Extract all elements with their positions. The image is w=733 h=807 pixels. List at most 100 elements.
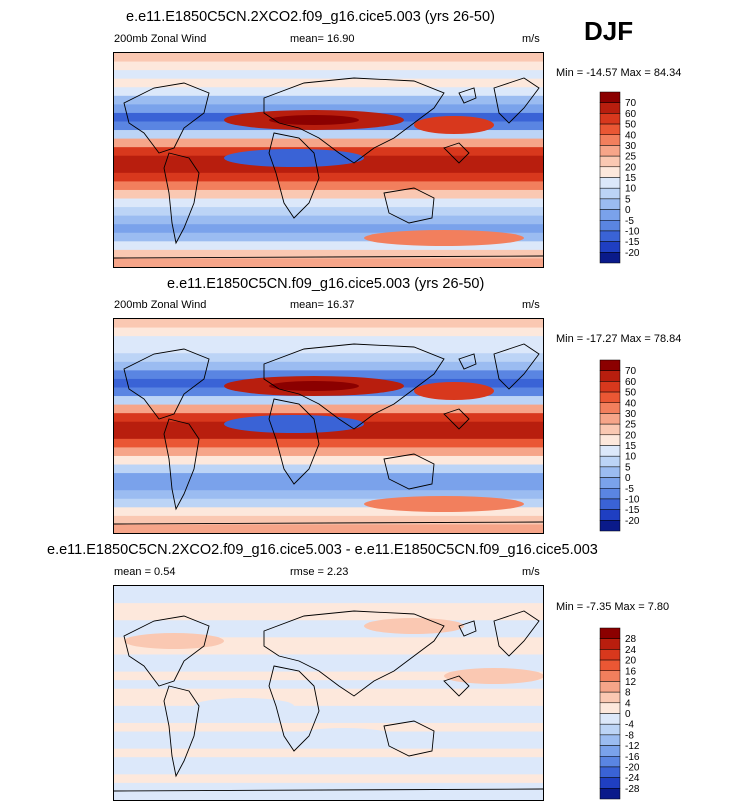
map-band (114, 198, 543, 208)
map-band (114, 455, 543, 466)
colorbar-tick-label: -4 (625, 720, 634, 731)
map-band (114, 791, 543, 800)
coastline (458, 353, 477, 370)
colorbar-tick-label: -5 (625, 484, 634, 495)
colorbar-tick-label: -20 (625, 516, 640, 527)
map-band (114, 490, 543, 500)
panel2-units-label: m/s (522, 299, 540, 311)
colorbar-box (599, 423, 621, 436)
panel3-title: e.e11.E1850C5CN.2XCO2.f09_g16.cice5.003 … (47, 542, 598, 558)
colorbar-tick-label: -16 (625, 752, 640, 763)
colorbar-tick-label: 15 (625, 441, 637, 452)
southern-jet (364, 230, 524, 246)
panel2-variable-label: 200mb Zonal Wind (114, 299, 207, 311)
colorbar-box (599, 766, 621, 778)
map-band (114, 740, 543, 750)
map-band (114, 172, 543, 182)
map-band (114, 78, 543, 88)
panel3-minmax-label: Min = -7.35 Max = 7.80 (556, 601, 670, 613)
colorbar-box (599, 402, 621, 414)
colorbar-tick-label: 30 (625, 141, 637, 152)
map-band (114, 498, 543, 508)
colorbar-tick-label: 0 (625, 473, 631, 484)
map-band (114, 181, 543, 191)
colorbar-box (599, 455, 621, 468)
map-band (114, 344, 543, 354)
panel2-mean-label: mean= 16.37 (290, 299, 355, 311)
coastline (493, 343, 540, 390)
panel1-map-plot (114, 53, 543, 267)
colorbar-tick-label: 16 (625, 666, 637, 677)
map-band (114, 645, 543, 656)
coastline (443, 408, 470, 430)
panel2-map (113, 318, 544, 534)
colorbar-tick-label: -10 (625, 226, 640, 237)
map-band (114, 396, 543, 406)
colorbar-tick-label: 4 (625, 698, 631, 709)
colorbar-box (599, 477, 621, 489)
coastline (114, 788, 543, 792)
map-band (114, 224, 543, 234)
coastline (268, 132, 320, 219)
season-label: DJF (584, 16, 634, 46)
map-band (114, 232, 543, 242)
colorbar-box (599, 102, 621, 114)
coastline (163, 685, 200, 778)
colorbar-tick-label: 5 (625, 194, 631, 205)
map-band (114, 671, 543, 681)
map-band (114, 515, 543, 526)
panel1-minmax-label: Min = -14.57 Max = 84.34 (556, 67, 682, 79)
colorbar-box (599, 659, 621, 672)
colorbar-box (599, 734, 621, 746)
map-band (114, 258, 543, 267)
map-band (114, 722, 543, 733)
colorbar-tick-label: 10 (625, 184, 637, 195)
colorbar-box (599, 187, 621, 200)
colorbar-box (599, 370, 621, 382)
anomaly-blob (194, 698, 294, 714)
colorbar-box (599, 638, 621, 650)
map-band (114, 473, 543, 483)
southern-jet (364, 496, 524, 512)
colorbar-box (599, 381, 621, 393)
map-band (114, 697, 543, 707)
coastline (123, 615, 210, 687)
map-band (114, 611, 543, 621)
map-band (114, 336, 543, 346)
panel1-units-label: m/s (522, 33, 540, 45)
map-band (114, 464, 543, 474)
map-band (114, 130, 543, 140)
jet-core (414, 116, 494, 134)
panel1-map (113, 52, 544, 268)
map-band (114, 654, 543, 664)
coastline (123, 348, 210, 420)
colorbar-tick-label: 5 (625, 462, 631, 473)
jet-core (414, 382, 494, 400)
map-band (114, 586, 543, 596)
coastline (114, 521, 543, 525)
coastline (263, 610, 445, 697)
colorbar-box (599, 756, 621, 768)
map-band (114, 620, 543, 630)
colorbar-tick-label: 50 (625, 388, 637, 399)
map-band (114, 748, 543, 758)
colorbar-box (599, 123, 621, 136)
colorbar-tick-label: 20 (625, 656, 637, 667)
colorbar-box (599, 220, 621, 232)
colorbar-tick-label: -28 (625, 784, 640, 795)
colorbar-tick-label: -20 (625, 248, 640, 259)
map-band (114, 241, 543, 251)
map-band (114, 524, 543, 533)
colorbar-tick-label: -12 (625, 741, 640, 752)
easterly-core (224, 149, 364, 167)
coastline (163, 152, 200, 245)
colorbar-box (599, 488, 621, 500)
map-band (114, 507, 543, 517)
colorbar-box (599, 509, 621, 521)
coastline (383, 720, 435, 757)
map-band (114, 249, 543, 260)
colorbar-tick-label: 24 (625, 645, 637, 656)
anomaly-blob (294, 728, 394, 744)
panel1-title: e.e11.E1850C5CN.2XCO2.f09_g16.cice5.003 … (126, 9, 495, 25)
